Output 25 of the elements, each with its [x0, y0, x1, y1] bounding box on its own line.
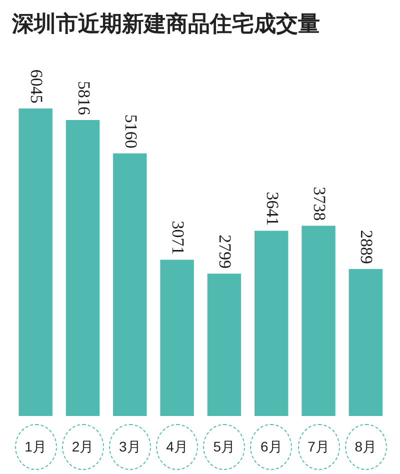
- x-tick-label: 3月: [118, 438, 141, 454]
- bar: [348, 268, 383, 416]
- data-label: 3071: [168, 220, 188, 255]
- data-label: 2799: [216, 234, 235, 269]
- bar: [302, 226, 336, 416]
- bar: [113, 153, 147, 416]
- x-tick-label: 7月: [308, 438, 330, 454]
- x-tick-label: 5月: [213, 438, 236, 454]
- data-label: 5160: [121, 114, 140, 148]
- data-label: 5816: [74, 81, 94, 116]
- x-tick-label: 2月: [72, 438, 94, 454]
- x-tick-label: 1月: [24, 438, 46, 454]
- chart-title: 深圳市近期新建商品住宅成交量: [11, 10, 320, 36]
- bar: [160, 260, 194, 416]
- bar: [254, 230, 288, 416]
- bar: [66, 120, 100, 416]
- data-label: 2889: [357, 230, 376, 264]
- bar: [18, 108, 52, 416]
- data-label: 6045: [27, 69, 46, 104]
- bar: [207, 274, 242, 416]
- x-tick-label: 6月: [260, 438, 282, 454]
- data-label: 3641: [262, 192, 282, 226]
- x-tick-label: 8月: [354, 438, 377, 454]
- x-tick-label: 4月: [166, 438, 188, 454]
- data-label: 3738: [310, 186, 330, 221]
